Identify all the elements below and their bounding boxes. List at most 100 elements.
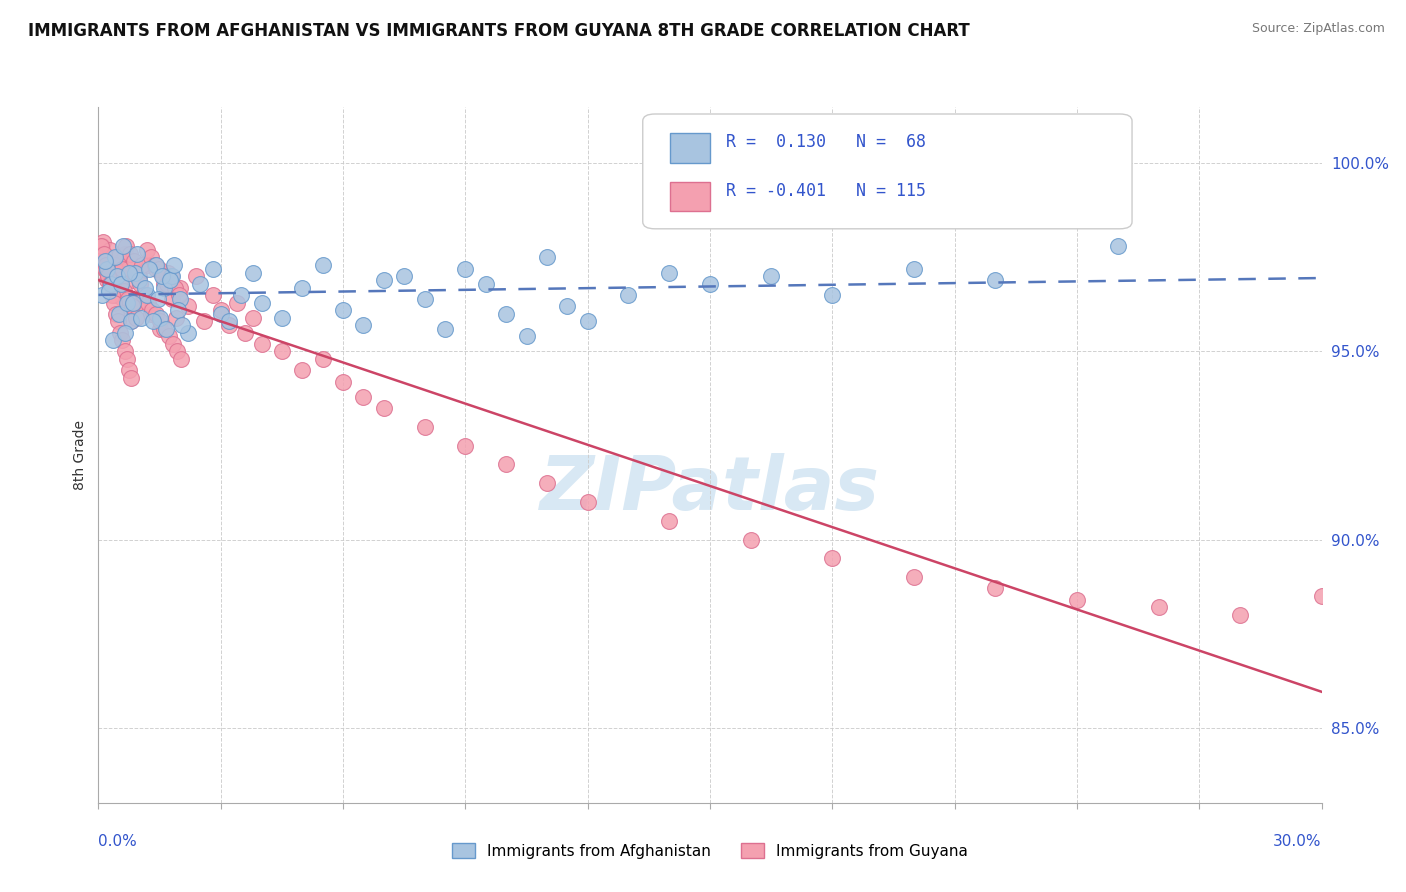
- Legend: Immigrants from Afghanistan, Immigrants from Guyana: Immigrants from Afghanistan, Immigrants …: [446, 837, 974, 864]
- Text: IMMIGRANTS FROM AFGHANISTAN VS IMMIGRANTS FROM GUYANA 8TH GRADE CORRELATION CHAR: IMMIGRANTS FROM AFGHANISTAN VS IMMIGRANT…: [28, 22, 970, 40]
- Point: [170, 351, 193, 366]
- Point: [218, 314, 240, 328]
- Point: [231, 288, 253, 302]
- Point: [159, 273, 181, 287]
- Point: [129, 310, 152, 325]
- Point: [352, 390, 374, 404]
- Point: [149, 310, 172, 325]
- Point: [165, 280, 187, 294]
- Point: [124, 266, 146, 280]
- Point: [98, 243, 121, 257]
- Point: [152, 269, 174, 284]
- Point: [129, 277, 152, 291]
- Point: [131, 258, 153, 272]
- Point: [291, 363, 314, 377]
- Point: [115, 295, 138, 310]
- Point: [128, 269, 150, 284]
- Point: [352, 318, 374, 333]
- Point: [167, 288, 190, 302]
- Point: [145, 261, 167, 276]
- Point: [413, 292, 436, 306]
- Point: [160, 269, 183, 284]
- Point: [536, 251, 558, 265]
- Point: [98, 277, 121, 291]
- Point: [105, 258, 128, 272]
- Point: [536, 476, 558, 491]
- Point: [166, 344, 188, 359]
- Text: R =  0.130   N =  68: R = 0.130 N = 68: [725, 133, 927, 151]
- Point: [101, 288, 124, 302]
- Point: [105, 269, 128, 284]
- Point: [495, 307, 517, 321]
- Point: [177, 299, 200, 313]
- Point: [141, 307, 163, 321]
- Point: [145, 307, 167, 321]
- Point: [127, 266, 149, 280]
- Point: [108, 280, 131, 294]
- Point: [111, 333, 134, 347]
- Point: [250, 295, 273, 310]
- Point: [97, 251, 120, 265]
- Point: [104, 251, 127, 265]
- Point: [111, 292, 134, 306]
- Point: [122, 295, 145, 310]
- Point: [186, 269, 208, 284]
- Point: [167, 303, 190, 318]
- Point: [658, 514, 681, 528]
- Point: [177, 326, 200, 340]
- Point: [101, 333, 124, 347]
- Point: [111, 261, 134, 276]
- Point: [209, 303, 232, 318]
- Point: [138, 261, 160, 276]
- Point: [132, 288, 155, 302]
- Text: R = -0.401   N = 115: R = -0.401 N = 115: [725, 182, 927, 200]
- Point: [91, 288, 114, 302]
- Point: [97, 269, 120, 284]
- Text: Source: ZipAtlas.com: Source: ZipAtlas.com: [1251, 22, 1385, 36]
- Point: [134, 280, 156, 294]
- Point: [91, 239, 114, 253]
- Point: [153, 322, 176, 336]
- Point: [1229, 607, 1251, 622]
- Point: [136, 258, 159, 272]
- Point: [96, 266, 118, 280]
- Point: [312, 258, 335, 272]
- Point: [148, 261, 170, 276]
- Point: [291, 280, 314, 294]
- Point: [233, 326, 256, 340]
- Point: [193, 314, 215, 328]
- Y-axis label: 8th Grade: 8th Grade: [73, 420, 87, 490]
- Point: [169, 292, 191, 306]
- Point: [392, 269, 416, 284]
- Point: [155, 322, 177, 336]
- Point: [270, 344, 294, 359]
- Point: [114, 344, 136, 359]
- Point: [125, 310, 148, 325]
- Point: [373, 273, 395, 287]
- Point: [120, 371, 142, 385]
- Point: [169, 280, 191, 294]
- Point: [188, 277, 212, 291]
- Point: [152, 277, 174, 291]
- Point: [516, 329, 538, 343]
- Point: [165, 310, 187, 325]
- Point: [242, 310, 264, 325]
- Point: [759, 269, 782, 284]
- Point: [209, 307, 232, 321]
- Point: [157, 329, 180, 343]
- Point: [150, 269, 173, 284]
- Point: [433, 322, 456, 336]
- Point: [1066, 592, 1088, 607]
- Point: [114, 326, 136, 340]
- Point: [145, 258, 167, 272]
- Point: [142, 314, 165, 328]
- Point: [124, 254, 146, 268]
- Point: [821, 551, 844, 566]
- Point: [100, 269, 122, 284]
- FancyBboxPatch shape: [643, 114, 1132, 229]
- Point: [120, 314, 142, 328]
- Point: [555, 299, 579, 313]
- Point: [312, 351, 335, 366]
- Point: [107, 251, 129, 265]
- Point: [111, 239, 134, 253]
